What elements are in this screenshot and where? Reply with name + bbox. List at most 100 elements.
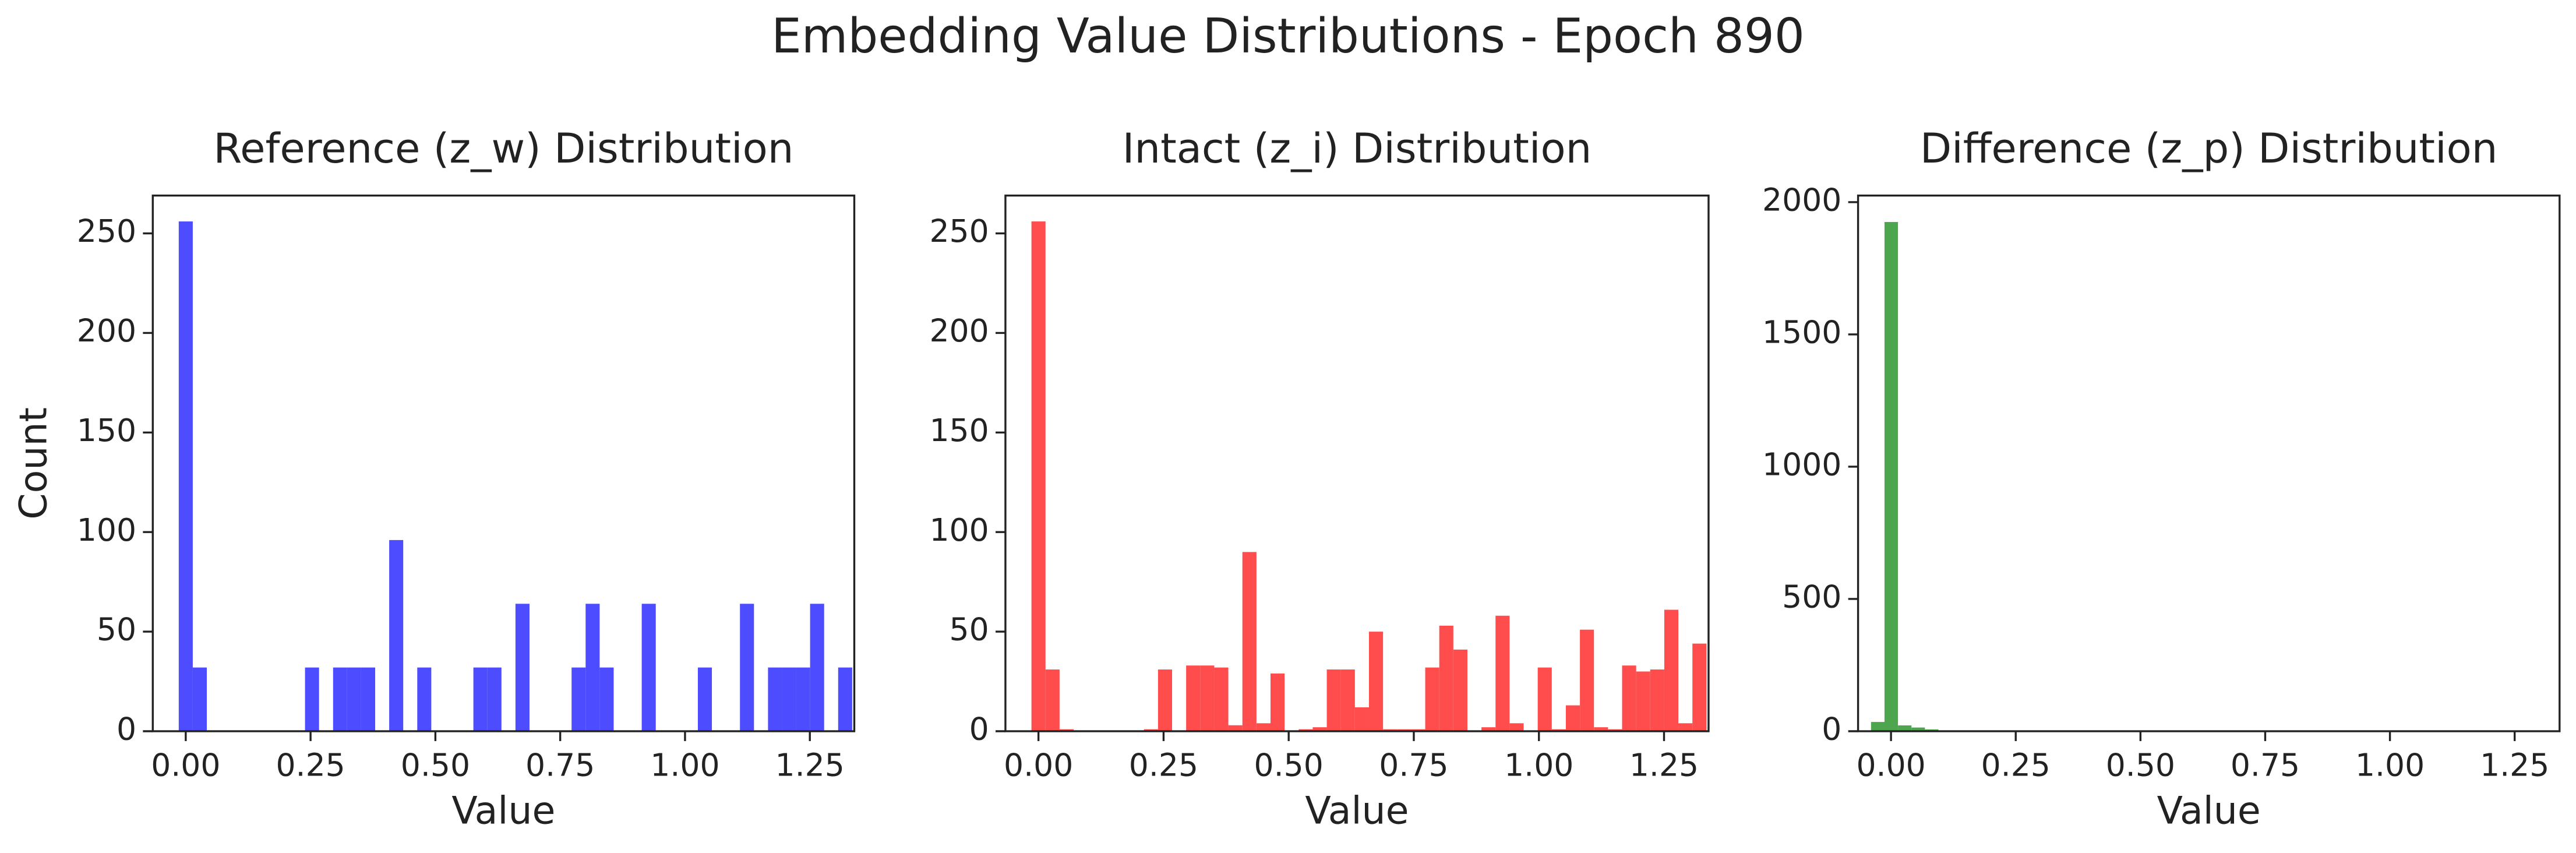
bar (361, 667, 376, 731)
bar (1664, 609, 1679, 731)
bar (585, 604, 600, 731)
bar (1911, 727, 1925, 731)
bar (1425, 667, 1439, 731)
y-tick-label: 1500 (1762, 314, 1841, 351)
y-tick-label: 0 (1822, 711, 1841, 748)
bar (1692, 643, 1707, 731)
y-tick-label: 200 (929, 312, 989, 349)
bar (1411, 729, 1425, 731)
x-tick-label: 0.00 (1856, 747, 1925, 784)
bar (192, 667, 207, 731)
bar (1439, 625, 1453, 731)
bar (487, 667, 502, 731)
y-tick-label: 50 (97, 611, 136, 648)
y-tick-label: 500 (1782, 579, 1841, 615)
bar (1636, 671, 1650, 731)
bar (810, 604, 824, 731)
bar (740, 604, 754, 731)
bar (768, 667, 782, 731)
bar (305, 667, 319, 731)
x-tick-label: 0.00 (1004, 747, 1073, 784)
y-tick-label: 1000 (1762, 446, 1841, 483)
bar (473, 667, 488, 731)
x-tick-label: 0.00 (151, 747, 220, 784)
x-tick-label: 0.25 (1981, 747, 2051, 784)
y-tick-label: 100 (77, 512, 136, 548)
bar (796, 667, 810, 731)
bar (1622, 665, 1636, 731)
bar (1594, 727, 1608, 731)
panel-title: Difference (z_p) Distribution (1920, 125, 2498, 172)
panel-title: Reference (z_w) Distribution (213, 125, 793, 172)
bar (1270, 673, 1285, 731)
x-axis-label: Value (2157, 789, 2261, 833)
bar (1368, 632, 1384, 731)
figure-title: Embedding Value Distributions - Epoch 89… (771, 9, 1805, 64)
bar (697, 667, 712, 731)
bar (1256, 723, 1271, 731)
bar (1678, 723, 1693, 731)
bar (515, 604, 530, 731)
bar (1898, 725, 1912, 731)
bar (1495, 615, 1510, 731)
bar (1551, 729, 1566, 731)
bar (1453, 649, 1467, 731)
x-tick-label: 0.25 (1129, 747, 1198, 784)
y-tick-label: 0 (969, 711, 989, 748)
plot-frame (1004, 194, 1710, 732)
x-tick-label: 1.00 (650, 747, 719, 784)
bar (1565, 705, 1580, 731)
bar (1242, 552, 1257, 731)
x-tick-label: 0.75 (1379, 747, 1448, 784)
bar (1326, 669, 1341, 731)
bar (333, 667, 347, 731)
y-axis-label: Count (12, 407, 56, 520)
x-tick-label: 0.50 (1254, 747, 1324, 784)
x-tick-label: 0.25 (276, 747, 345, 784)
y-tick-label: 100 (929, 512, 989, 548)
bar (389, 540, 404, 731)
x-tick-label: 0.75 (525, 747, 595, 784)
y-tick-label: 0 (117, 711, 136, 748)
bar (1312, 727, 1327, 731)
bar (1537, 667, 1552, 731)
y-tick-label: 250 (929, 213, 989, 249)
bar (1158, 669, 1173, 731)
bar (1186, 665, 1201, 731)
bar (1383, 729, 1398, 731)
bar (1608, 729, 1622, 731)
y-tick-label: 50 (950, 611, 989, 648)
bar (1340, 669, 1355, 731)
bar (1228, 725, 1243, 731)
bar (571, 667, 586, 731)
x-tick-label: 1.25 (775, 747, 845, 784)
x-tick-label: 1.00 (1504, 747, 1573, 784)
bar (641, 604, 656, 731)
plot-frame (151, 194, 856, 732)
bar (1144, 729, 1158, 731)
bar (178, 221, 193, 731)
bar (1871, 722, 1885, 731)
x-tick-label: 0.50 (401, 747, 470, 784)
panel-title: Intact (z_i) Distribution (1123, 125, 1592, 172)
bar (1481, 727, 1496, 731)
y-tick-label: 2000 (1762, 182, 1841, 218)
bar (782, 667, 796, 731)
x-tick-label: 1.00 (2355, 747, 2425, 784)
y-tick-label: 150 (77, 412, 136, 449)
bar (417, 667, 432, 731)
bar (1298, 729, 1313, 731)
bar (838, 667, 852, 731)
x-tick-label: 0.50 (2106, 747, 2175, 784)
bar (599, 667, 614, 731)
y-tick-label: 200 (77, 312, 136, 349)
y-tick-label: 250 (77, 213, 136, 249)
x-axis-label: Value (451, 789, 555, 833)
y-tick-label: 150 (929, 412, 989, 449)
x-tick-label: 1.25 (2480, 747, 2549, 784)
bar (1045, 669, 1060, 731)
bar (1200, 665, 1215, 731)
bar (1214, 667, 1229, 731)
